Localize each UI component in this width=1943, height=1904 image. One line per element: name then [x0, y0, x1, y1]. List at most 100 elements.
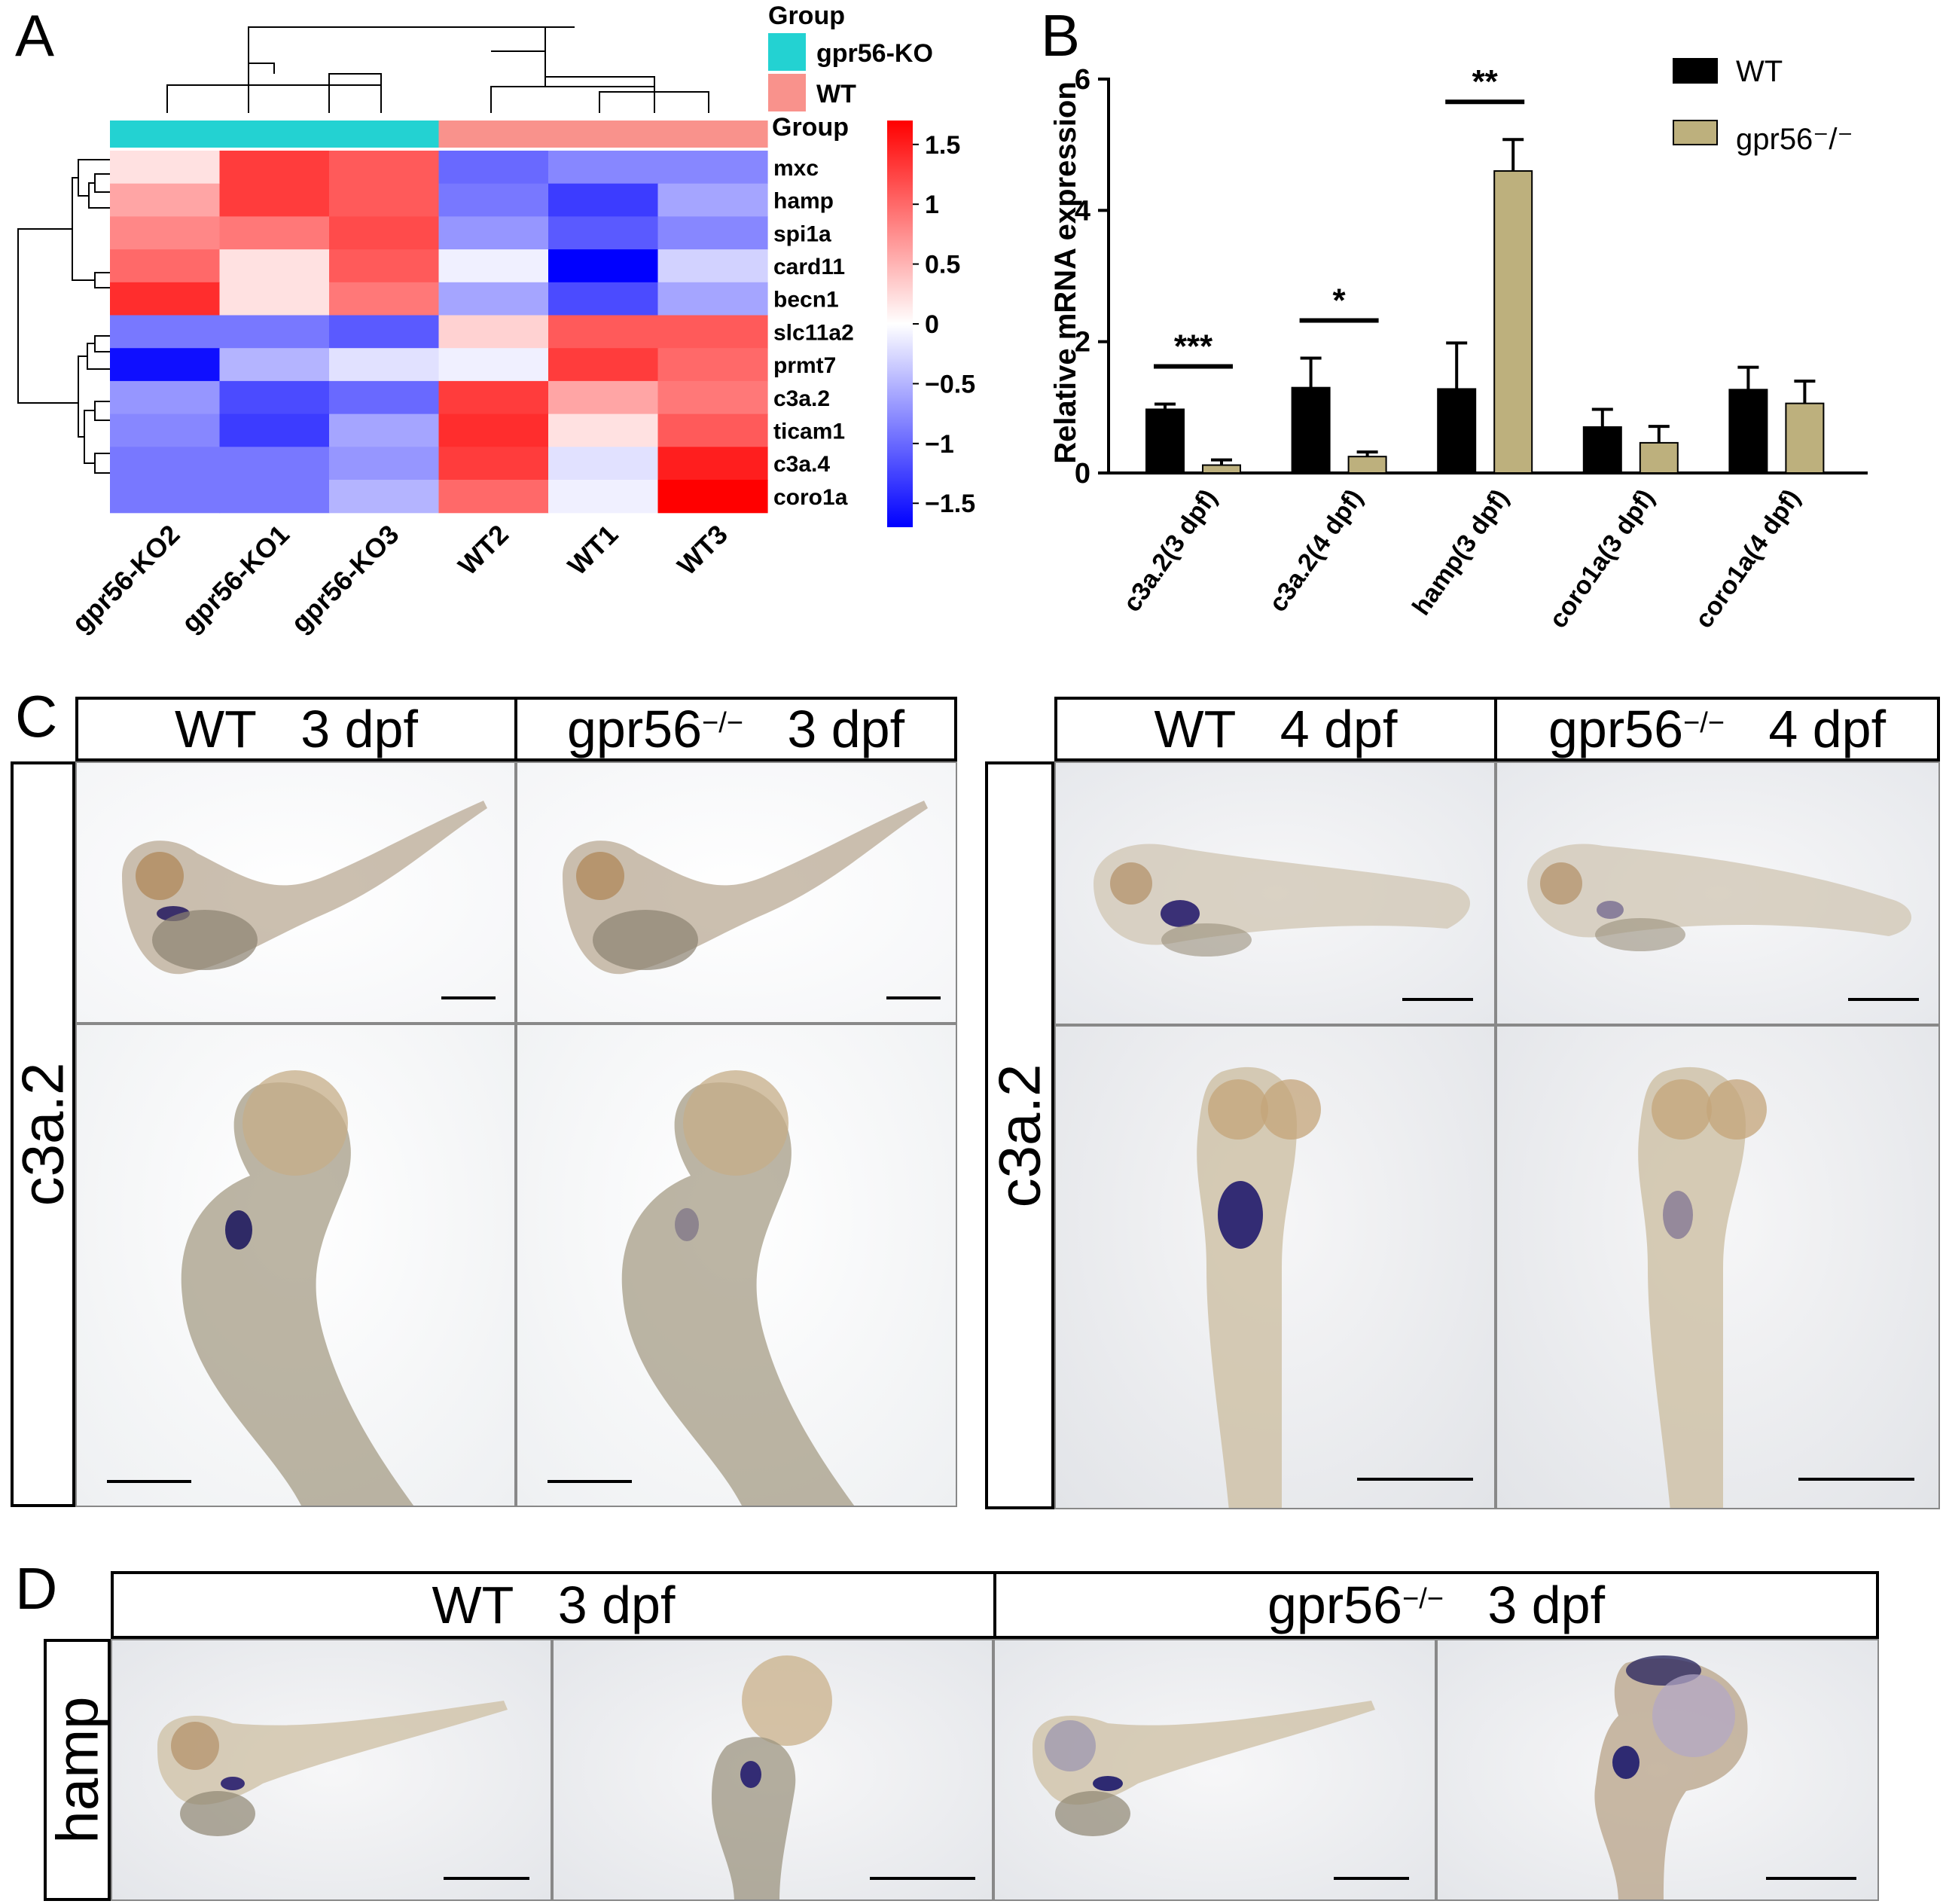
header-sup: −/− — [1683, 706, 1725, 739]
legend-swatch-wt — [1673, 58, 1718, 84]
group-annotation-cell — [110, 121, 221, 148]
heatmap-cell — [438, 413, 549, 447]
header-d-wt-3dpf: WT 3 dpf — [111, 1571, 996, 1639]
x-tick-label: c3a.2(3 dpf) — [1118, 484, 1223, 618]
heatmap-cell — [329, 216, 440, 250]
heatmap-cell — [329, 183, 440, 217]
y-tick-label: 4 — [1075, 195, 1090, 227]
group-annotation-cell — [219, 121, 330, 148]
header-name: gpr56 — [566, 700, 703, 758]
heatmap-cell — [438, 315, 549, 349]
row-dendro-branch — [94, 173, 110, 193]
heatmap-cell — [219, 447, 330, 481]
photo-d-ko-dorsal — [1436, 1639, 1879, 1901]
row-dendro-branch — [87, 343, 110, 370]
heatmap-cell — [657, 282, 768, 316]
scale-bar — [1848, 998, 1919, 1001]
header-age: 4 dpf — [1768, 700, 1887, 758]
scale-bar — [886, 996, 941, 999]
heatmap-cell — [219, 380, 330, 415]
legend-swatch-wt — [768, 74, 806, 111]
photo-c-ko4-lateral — [1496, 761, 1940, 1025]
colorbar-tick-label: −1 — [925, 430, 954, 459]
heatmap-row-label: coro1a — [773, 485, 848, 510]
heatmap-cell — [657, 183, 768, 217]
heatmap-col-label: WT2 — [452, 519, 514, 581]
row-dendro-branch — [94, 401, 110, 421]
gene-label: hamp — [44, 1696, 110, 1844]
header-c-wt-4dpf: WT 4 dpf — [1054, 697, 1497, 761]
heatmap-cell — [657, 413, 768, 447]
significance-marker: ** — [1472, 63, 1499, 100]
group-annotation-cell — [329, 121, 440, 148]
heatmap-row-label: c3a.2 — [773, 386, 830, 411]
photo-c-ko3-dorsal — [516, 1024, 957, 1507]
scale-bar — [1402, 998, 1473, 1001]
group-annotation-cell — [548, 121, 659, 148]
colorbar-tick-label: −1.5 — [925, 490, 975, 518]
heatmap-cell — [657, 249, 768, 283]
heatmap-cell — [329, 151, 440, 185]
column-dendrogram — [166, 26, 709, 113]
heatmap-row-label: becn1 — [773, 288, 839, 313]
heatmap-cell — [548, 249, 659, 283]
header-sup: −/− — [1402, 1582, 1444, 1615]
legend-label-ko: gpr56⁻/⁻ — [1736, 123, 1853, 156]
heatmap-cell — [219, 216, 330, 250]
heatmap-cell — [548, 183, 659, 217]
heatmap-chart: mxc hamp spi1a card11 becn1 slc11a2 prmt7 c3a.2… — [17, 2, 975, 639]
col-dendro-branch — [544, 76, 655, 87]
legend-title: Group — [768, 2, 845, 30]
heatmap-cell — [438, 151, 549, 185]
header-c-wt-3dpf: WT 3 dpf — [75, 697, 517, 761]
heatmap-cell — [548, 447, 659, 481]
heatmap-cell — [110, 216, 221, 250]
header-age: 3 dpf — [1487, 1576, 1606, 1634]
x-tick-label: coro1a(4 dpf) — [1689, 484, 1806, 633]
heatmap-cell — [329, 380, 440, 415]
heatmap-cell — [548, 480, 659, 514]
legend-label-ko: gpr56-KO — [816, 39, 933, 68]
heatmap-cell — [329, 480, 440, 514]
y-tick-label: 0 — [1075, 458, 1090, 490]
heatmap-cell — [438, 216, 549, 250]
heatmap-cell — [219, 183, 330, 217]
heatmap-cell — [657, 380, 768, 415]
bar-ko — [1202, 464, 1241, 474]
scale-bar — [1766, 1877, 1856, 1880]
x-tick-label: c3a.2(4 dpf) — [1264, 484, 1369, 618]
colorbar-tick-label: 1.5 — [925, 131, 960, 160]
heatmap-cell — [657, 480, 768, 514]
heatmap-cell — [657, 447, 768, 481]
heatmap-cell — [110, 413, 221, 447]
heatmap-cell — [329, 315, 440, 349]
header-c-ko-4dpf: gpr56 −/− 4 dpf — [1494, 697, 1940, 761]
col-dendro-branch — [490, 86, 655, 113]
heatmap-cell — [219, 151, 330, 185]
scale-bar — [107, 1480, 191, 1483]
heatmap-col-label: WT1 — [562, 519, 624, 581]
heatmap-cell — [438, 183, 549, 217]
colorbar-tick-label: 0.5 — [925, 251, 960, 279]
bar-wt — [1145, 408, 1185, 474]
heatmap-cell — [548, 216, 659, 250]
panel-label-b: B — [1041, 2, 1081, 69]
y-tick-label: 6 — [1075, 64, 1090, 96]
heatmap-row-label: spi1a — [773, 221, 831, 246]
heatmap-cell — [548, 380, 659, 415]
heatmap-row-label: prmt7 — [773, 353, 836, 378]
photo-d-wt-lateral — [111, 1639, 552, 1901]
row-dendro-branch — [88, 182, 110, 209]
heatmap-cell — [657, 315, 768, 349]
heatmap-cell — [110, 282, 221, 316]
heatmap-cell — [219, 480, 330, 514]
row-dendro-branch — [78, 355, 87, 438]
row-dendro-branch — [72, 177, 95, 281]
photo-c-ko3-lateral — [516, 761, 957, 1024]
header-name: WT — [175, 700, 257, 758]
heatmap-cell — [548, 151, 659, 185]
heatmap-row-label: card11 — [773, 255, 845, 279]
group-annotation-cell — [438, 121, 549, 148]
heatmap-cell — [110, 480, 221, 514]
heatmap-cell — [219, 282, 330, 316]
